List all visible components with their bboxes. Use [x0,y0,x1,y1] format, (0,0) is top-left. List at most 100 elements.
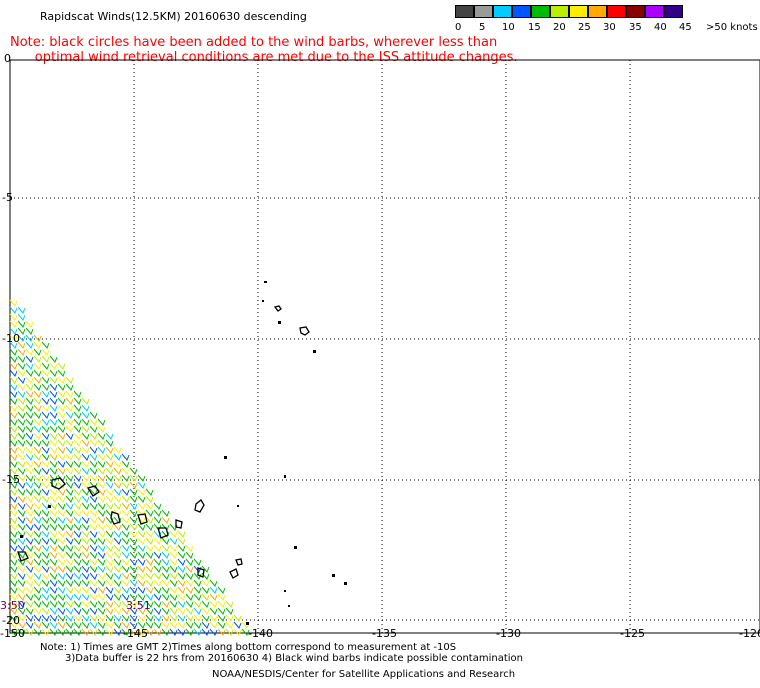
wind-barb [57,439,66,447]
wind-barb [41,614,50,622]
wind-barb [33,558,42,566]
wind-barb [153,593,162,601]
wind-barb [17,628,26,636]
wind-barb [49,530,58,538]
wind-barb [73,579,82,587]
wind-barb [89,523,98,531]
wind-barb [137,572,146,580]
wind-barb [9,481,18,489]
wind-barb [129,509,138,517]
wind-barb [17,593,26,601]
wind-barb [201,565,210,573]
footer-note-1: Note: 1) Times are GMT 2)Times along bot… [40,642,457,653]
wind-barb [97,586,106,594]
wind-barb [81,474,90,482]
wind-barb [73,411,82,419]
wind-barb [177,614,186,622]
wind-barb [89,446,98,454]
wind-barb [17,404,26,412]
wind-barb [73,621,82,629]
wind-barb [25,607,34,615]
wind-barb [33,579,42,587]
wind-barb [121,481,130,489]
wind-barb [145,600,154,608]
wind-barb [17,369,26,377]
wind-barb [65,572,74,580]
wind-barb [17,481,26,489]
wind-barb [25,593,34,601]
lon-label: -135 [372,627,397,640]
wind-barb [129,516,138,524]
wind-barb [25,544,34,552]
wind-barb [97,439,106,447]
wind-barb [89,509,98,517]
wind-barb [41,453,50,461]
wind-barb [41,523,50,531]
lon-label: -145 [123,627,148,640]
wind-barb [49,523,58,531]
wind-barb [49,467,58,475]
island-dot [313,350,316,353]
wind-barb [153,558,162,566]
wind-barb [137,558,146,566]
wind-barb [33,551,42,559]
wind-barb [25,516,34,524]
lon-label: -120 [739,627,760,640]
wind-barb [25,481,34,489]
wind-barb [9,299,18,307]
wind-barb [161,551,170,559]
wind-barb [121,460,130,468]
wind-barb [137,495,146,503]
wind-barb [73,460,82,468]
wind-barb [225,600,234,608]
wind-barb [137,593,146,601]
lat-label: -20 [2,614,20,627]
wind-barb [9,474,18,482]
wind-barb [89,628,98,636]
wind-barb [153,628,162,636]
wind-barb [17,537,26,545]
wind-barb [153,537,162,545]
wind-barb [17,544,26,552]
wind-barb [57,383,66,391]
wind-barb [49,600,58,608]
wind-barb [193,558,202,566]
wind-barb [65,439,74,447]
wind-barb [81,593,90,601]
wind-barb [97,558,106,566]
wind-barb [17,460,26,468]
wind-barb [65,607,74,615]
wind-barb [57,460,66,468]
wind-barb [9,320,18,328]
wind-barb [193,586,202,594]
wind-barb [233,628,242,636]
wind-barb [169,565,178,573]
wind-barb [97,446,106,454]
wind-barb [33,418,42,426]
wind-barb [73,481,82,489]
wind-barb [145,593,154,601]
wind-barb [113,467,122,475]
wind-barb [57,558,66,566]
wind-barb [25,558,34,566]
wind-barb [105,530,114,538]
wind-barb [25,502,34,510]
wind-barb [97,537,106,545]
wind-barb [153,579,162,587]
wind-barb [121,530,130,538]
wind-barb [25,355,34,363]
wind-barb [121,453,130,461]
wind-barb [113,530,122,538]
wind-barb [17,355,26,363]
wind-barb [177,558,186,566]
wind-barb [41,565,50,573]
wind-barb [153,586,162,594]
wind-barb [121,474,130,482]
wind-barb [89,600,98,608]
wind-barb [97,572,106,580]
wind-barb [17,474,26,482]
wind-barb [65,418,74,426]
island-dot [284,475,286,478]
wind-barb [9,544,18,552]
legend-label: 40 [654,22,667,33]
